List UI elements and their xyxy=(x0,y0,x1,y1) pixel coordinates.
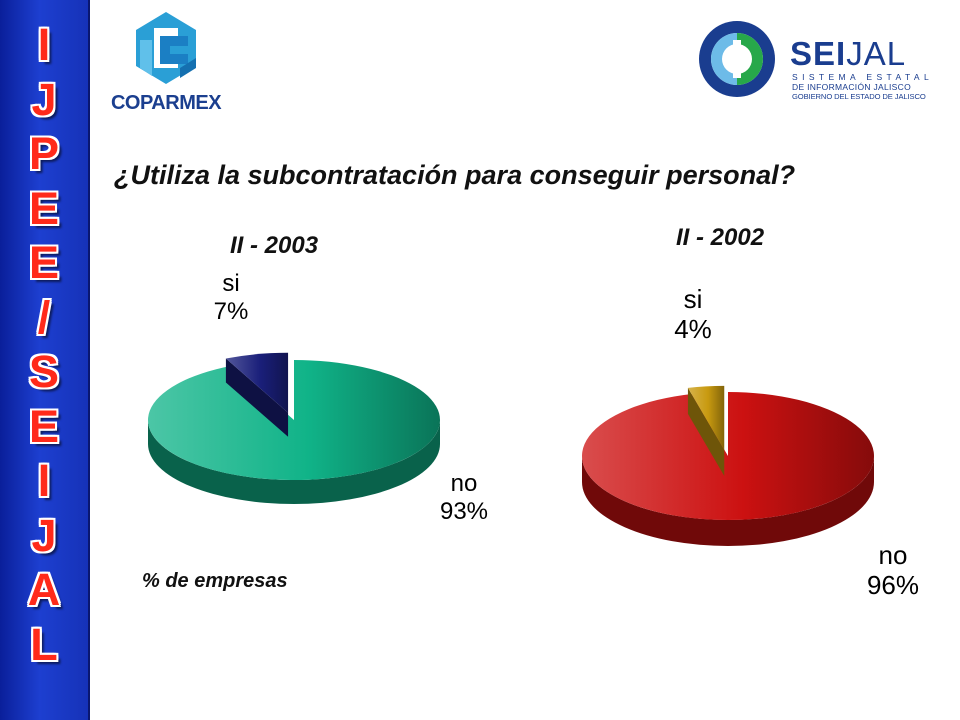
sidebar-letter: E xyxy=(28,237,59,288)
seijal-wordmark-rest: JAL xyxy=(846,35,907,72)
seijal-logo-icon xyxy=(699,21,775,97)
label-no-left: no 93% xyxy=(434,470,494,526)
slice-value: 96% xyxy=(866,570,920,600)
sidebar-letter: J xyxy=(31,73,57,125)
pie-slice-si xyxy=(225,352,289,437)
slice-value: 4% xyxy=(674,314,712,344)
chart-title-left: II - 2003 xyxy=(230,232,319,259)
pie-slice-si-top xyxy=(687,385,725,450)
chart-title-right: II - 2002 xyxy=(676,224,765,251)
sidebar-letter: I xyxy=(37,455,51,506)
slice-label: si xyxy=(222,270,240,297)
label-si-left: si 7% xyxy=(206,270,256,326)
pie-slice-no-side xyxy=(148,420,440,504)
slice-label: no xyxy=(450,470,478,497)
pie-slice-no-side xyxy=(582,456,874,546)
coparmex-logo-icon xyxy=(136,12,196,84)
seijal-subtitle: SISTEMA ESTATAL DE INFORMACIÓN JALISCO G… xyxy=(792,72,942,102)
pie-slice-no-top xyxy=(147,360,440,481)
slide-question: ¿Utiliza la subcontratación para consegu… xyxy=(114,160,796,190)
slice-label: no xyxy=(878,540,908,570)
seijal-wordmark: SEIJAL xyxy=(790,36,906,72)
sidebar-banner: I J P E E / S E I J A L xyxy=(0,0,90,720)
sidebar-letter: A xyxy=(27,564,61,615)
sidebar-letter: E xyxy=(28,182,59,234)
pie-slice-no xyxy=(581,392,874,546)
slice-value: 7% xyxy=(213,298,249,325)
sidebar-letter: P xyxy=(28,128,59,179)
chart-unit-note: % de empresas xyxy=(142,570,288,592)
label-si-right: si 4% xyxy=(668,284,718,344)
sidebar-letter: L xyxy=(30,618,58,670)
seijal-subtitle-line: GOBIERNO DEL ESTADO DE JALISCO xyxy=(792,92,926,101)
seijal-subtitle-line: SISTEMA ESTATAL xyxy=(792,72,934,82)
label-no-right: no 96% xyxy=(860,540,926,600)
sidebar-letter: / xyxy=(37,291,51,343)
sidebar-letter: J xyxy=(31,509,57,561)
pie-slice-si-cut xyxy=(687,387,725,476)
sidebar-letter: I xyxy=(37,19,51,70)
sidebar-letters: I J P E E / S E I J A L xyxy=(0,18,88,672)
pie-slice-si-cut xyxy=(225,358,289,437)
seijal-wordmark-bold: SEI xyxy=(790,35,847,72)
sidebar-letter: S xyxy=(28,346,59,397)
pie-slice-no xyxy=(147,360,440,504)
pie-slice-si-top xyxy=(225,352,289,413)
coparmex-wordmark: COPARMEX xyxy=(110,92,222,114)
pie-slice-no-top xyxy=(581,392,874,520)
sidebar-letter: E xyxy=(28,400,59,452)
slice-value: 93% xyxy=(439,498,489,525)
slice-label: si xyxy=(683,284,703,314)
pie-slice-si xyxy=(687,385,725,476)
seijal-subtitle-line: DE INFORMACIÓN JALISCO xyxy=(792,82,912,92)
